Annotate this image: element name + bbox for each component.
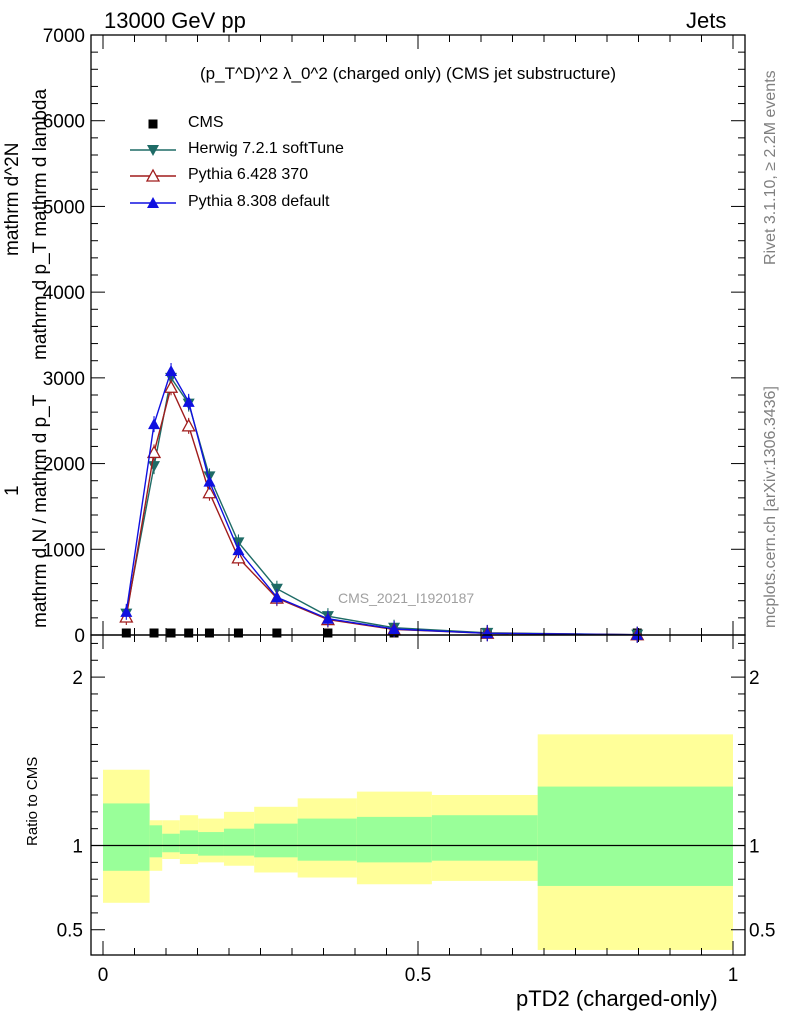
data-point-cms [121,628,131,638]
y-tick-label: 2000 [43,455,85,476]
data-point-cms [233,628,243,638]
axis-ticks [91,34,745,955]
data-point-2 [181,418,196,432]
legend-marker-0 [148,119,158,129]
data-point-3 [388,623,401,634]
ratio-bands [91,734,745,950]
plot-title: (p_T^D)^2 λ_0^2 (charged only) (CMS jet … [200,64,616,84]
ratio-inner-band [537,786,733,886]
legend-marker-3 [147,197,159,208]
ratio-y-tick-label-right: 1 [749,837,760,858]
y-tick-label: 7000 [43,26,85,47]
ratio-inner-band [356,816,432,863]
data-point-3 [165,365,178,376]
y-tick-label: 6000 [43,112,85,133]
y-tick-label: 4000 [43,283,85,304]
data-point-2 [146,445,162,459]
data-point-2 [163,379,179,393]
legend-marker-1 [147,145,159,156]
ratio-y-tick-label: 0.5 [57,921,83,942]
top-panel-series [119,363,645,643]
ratio-inner-band [162,833,180,853]
ratio-inner-band [223,828,255,856]
y-tick-label: 1000 [43,540,85,561]
x-tick-label: 1 [728,965,739,986]
data-point-3 [232,544,245,556]
ratio-inner-band [297,818,357,861]
legend-label-cms: CMS [188,114,224,131]
y-axis-label-frac-1: 1 [2,485,23,496]
data-point-3 [270,591,283,603]
x-axis-label: pTD2 (charged-only) [516,986,718,1011]
y-axis-label-frac-2: mathrm d N / mathrm d p_T [30,394,51,628]
y-tick-label: 3000 [43,369,85,390]
ratio-y-tick-label: 1 [72,837,83,858]
x-tick-label: 0 [98,965,109,986]
x-tick-label: 0.5 [405,965,431,986]
ratio-inner-band [179,830,199,854]
legend [130,119,176,208]
ratio-y-label: Ratio to CMS [24,756,41,846]
ratio-y-tick-label: 2 [72,668,83,689]
y-tick-label: 5000 [43,197,85,218]
data-point-1 [270,583,283,595]
data-point-3 [631,628,644,640]
y-tick-label: 0 [74,626,85,647]
data-point-2 [202,485,217,499]
side-label-bottom: mcplots.cern.ch [arXiv:1306.3436] [762,386,779,628]
legend-label-pythia8: Pythia 8.308 default [188,193,330,210]
legend-label-herwig: Herwig 7.2.1 softTune [188,140,344,157]
y-axis-label-top-2: mathrm d p_T mathrm d lambda [30,88,51,360]
data-point-cms [323,628,333,638]
data-point-cms [204,628,214,638]
ratio-inner-band [103,803,150,871]
data-point-1 [148,461,161,473]
header-left: 13000 GeV pp [104,8,246,33]
side-label-top: Rivet 3.1.10, ≥ 2.2M events [762,70,779,265]
title-text: (p_T^D)^2 λ_0^2 (charged only) (CMS jet … [200,64,617,83]
legend-marker-2 [145,168,161,182]
data-point-cms [166,628,176,638]
y-axis-label-top-1: mathrm d^2N [2,142,23,256]
ratio-inner-band [431,815,538,861]
data-point-cms [184,628,194,638]
data-point-cms [272,628,282,638]
ratio-y-tick-label-right: 0.5 [749,921,775,942]
analysis-label: CMS_2021_I1920187 [338,590,475,606]
data-point-3 [148,418,161,430]
ratio-inner-band [198,832,224,856]
ratio-y-tick-label-right: 2 [749,668,760,689]
data-point-cms [149,628,159,638]
header-right: Jets [686,8,727,33]
ratio-inner-band [149,825,163,858]
data-point-3 [120,605,133,617]
ratio-inner-band [254,823,298,858]
legend-label-pythia6: Pythia 6.428 370 [188,166,309,183]
tick-labels: 0 1000 2000 3000 4000 5000 6000 7000 0 0.5 1 0.5 0.5… [43,26,776,986]
data-point-3 [182,395,195,407]
data-point-3 [203,475,216,487]
data-point-3 [321,612,334,624]
